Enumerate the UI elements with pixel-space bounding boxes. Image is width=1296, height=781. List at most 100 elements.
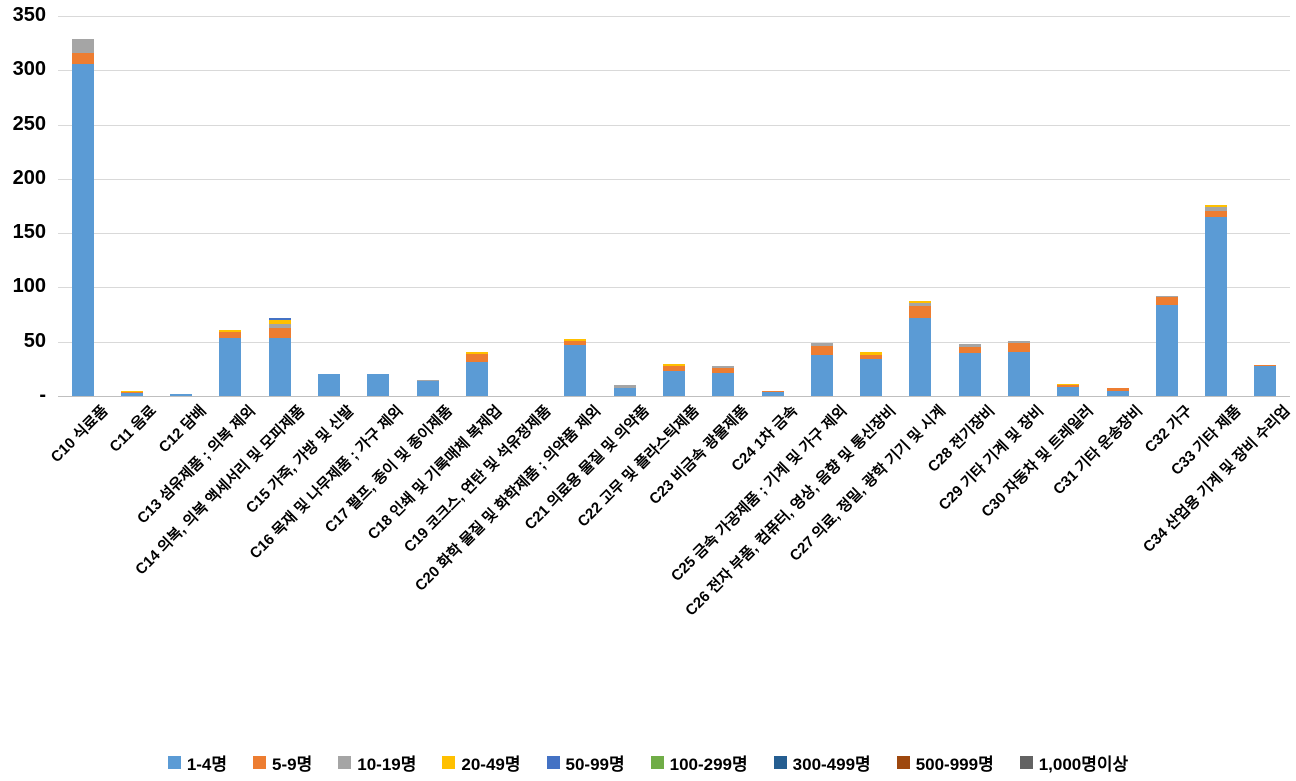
bar-column — [860, 352, 883, 396]
bar-segment — [1057, 386, 1080, 396]
legend-swatch — [650, 756, 664, 769]
legend-swatch — [773, 756, 787, 769]
legend-item: 100-299명 — [650, 750, 748, 775]
bar-segment — [860, 355, 883, 360]
y-tick-label: 300 — [12, 58, 46, 81]
bar-segment — [318, 373, 341, 396]
bar-column — [909, 301, 932, 396]
bar-segment — [810, 346, 833, 355]
bar-segment — [219, 329, 242, 332]
legend-label: 5-9명 — [272, 755, 313, 774]
legend-item: 500-999명 — [896, 750, 994, 775]
legend-label: 1-4명 — [186, 755, 228, 774]
bar-segment — [761, 391, 784, 392]
gridline — [58, 16, 1290, 17]
legend-item: 20-49명 — [442, 750, 521, 775]
bar-column — [120, 391, 143, 396]
bar-segment — [416, 380, 439, 396]
legend-label: 20-49명 — [461, 755, 521, 774]
gridline — [58, 287, 1290, 289]
y-tick-label: 150 — [12, 221, 46, 244]
legend-label: 1,000명이상 — [1038, 755, 1129, 774]
bar-segment — [1254, 364, 1277, 366]
bar-segment — [71, 52, 94, 64]
legend-swatch — [1019, 756, 1033, 769]
bar-column — [958, 343, 981, 396]
bar-column — [1155, 295, 1178, 396]
bar-segment — [1155, 304, 1178, 396]
bar-segment — [564, 340, 587, 345]
legend-item: 300-499명 — [773, 750, 871, 775]
bar-segment — [416, 379, 439, 381]
legend-item: 1,000명이상 — [1019, 750, 1129, 775]
gridline — [58, 341, 1290, 343]
x-axis-label: C20 화학 물질 및 화학제품 ; 의약품 제외 — [411, 402, 604, 595]
bar-segment — [958, 352, 981, 396]
chart-legend: 1-4명 5-9명 10-19명 20-49명 50-99명 100-299명 300-49… — [0, 750, 1296, 775]
bar-segment — [564, 344, 587, 396]
legend-item: 50-99명 — [546, 750, 625, 775]
bar-segment — [860, 352, 883, 356]
x-axis-label: C31 기타 운송장비 — [1049, 402, 1146, 499]
bar-segment — [1007, 342, 1030, 352]
bar-segment — [1007, 351, 1030, 396]
y-tick-label: 100 — [12, 275, 46, 298]
legend-swatch — [442, 756, 456, 769]
bar-column — [416, 379, 439, 396]
bar-segment — [1057, 384, 1080, 386]
bar-segment — [909, 317, 932, 396]
bar-column — [1254, 364, 1277, 396]
bar-column — [613, 385, 636, 396]
bar-segment — [1057, 385, 1080, 387]
bar-segment — [613, 388, 636, 396]
legend-label: 100-299명 — [669, 755, 748, 774]
bar-segment — [71, 63, 94, 396]
bar-segment — [120, 392, 143, 396]
bar-segment — [1155, 295, 1178, 297]
legend-swatch — [546, 756, 560, 769]
bar-column — [367, 373, 390, 396]
y-tick-label: 350 — [12, 4, 46, 27]
bar-segment — [1205, 216, 1228, 396]
bar-column — [761, 391, 784, 396]
x-axis-label: C11 음료 — [106, 402, 161, 456]
bar-segment — [170, 394, 193, 396]
y-tick-label: - — [39, 384, 46, 407]
bar-segment — [613, 385, 636, 389]
bar-segment — [860, 359, 883, 396]
bar-segment — [268, 338, 291, 396]
legend-label: 10-19명 — [357, 755, 417, 774]
y-tick-label: 50 — [23, 329, 46, 352]
bar-segment — [712, 365, 735, 368]
gridline — [58, 178, 1290, 180]
y-tick-label: 200 — [12, 166, 46, 189]
legend-swatch — [896, 756, 910, 769]
bar-segment — [1106, 390, 1129, 396]
bar-column — [564, 338, 587, 396]
bar-segment — [1205, 207, 1228, 212]
bar-column — [465, 351, 488, 396]
bar-segment — [663, 371, 685, 396]
bar-segment — [663, 363, 685, 366]
bar-segment — [1205, 204, 1228, 208]
bar-segment — [958, 347, 981, 353]
bar-segment — [909, 301, 932, 303]
bar-segment — [465, 353, 488, 363]
bar-segment — [465, 362, 488, 396]
legend-label: 300-499명 — [792, 755, 871, 774]
gridline — [58, 233, 1290, 235]
bar-segment — [465, 351, 488, 354]
legend-label: 500-999명 — [915, 755, 994, 774]
bar-segment — [712, 373, 735, 396]
bar-column — [810, 342, 833, 396]
bar-segment — [761, 391, 784, 396]
bar-segment — [367, 373, 390, 396]
bar-segment — [958, 343, 981, 348]
gridline — [58, 70, 1290, 72]
bar-segment — [909, 302, 932, 306]
bar-segment — [219, 338, 242, 396]
legend-swatch — [338, 756, 352, 769]
bar-segment — [268, 318, 291, 321]
gridline — [58, 124, 1290, 126]
